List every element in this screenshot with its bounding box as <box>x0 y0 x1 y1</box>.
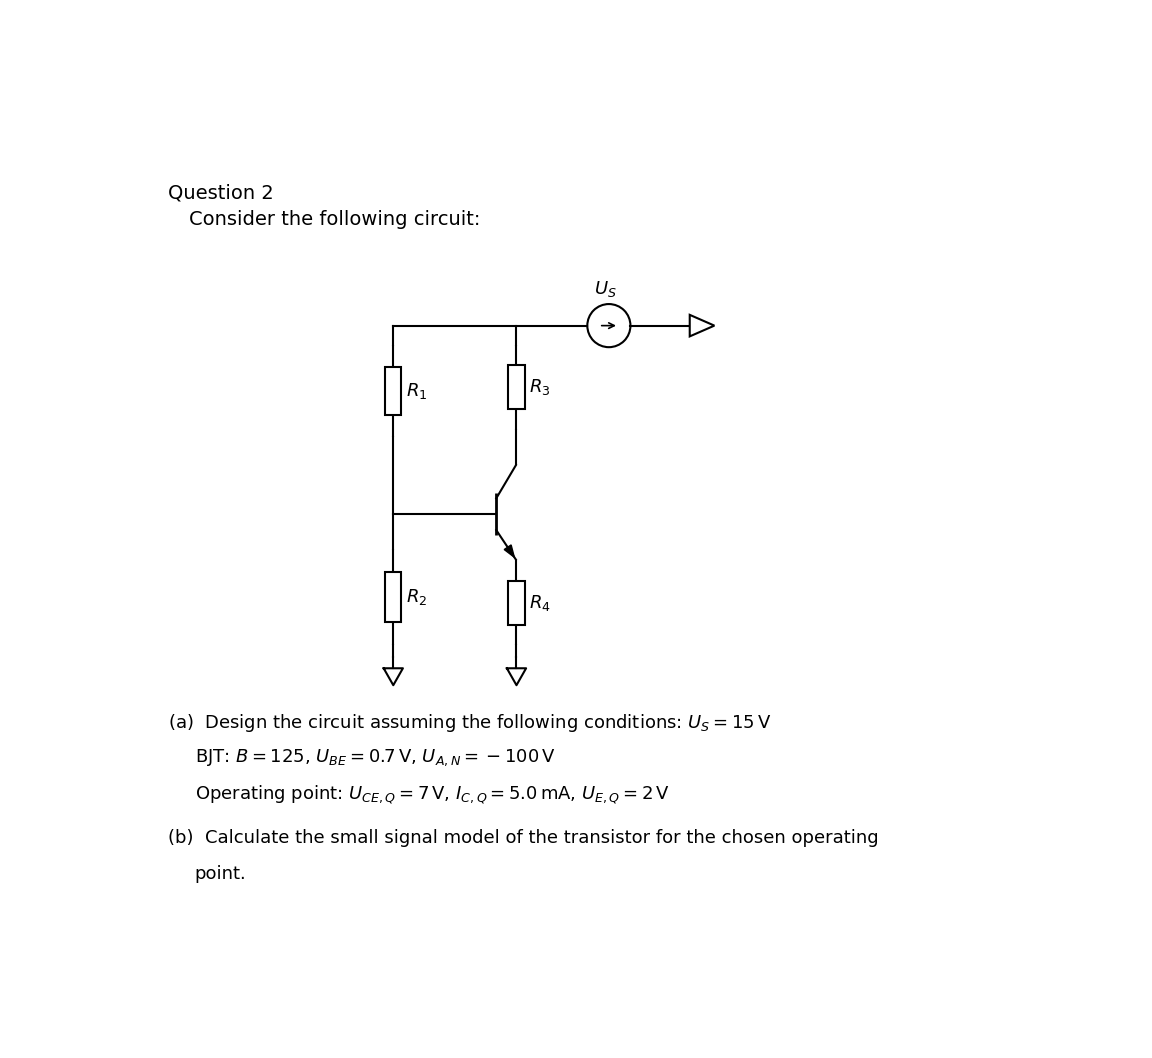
Text: $R_1$: $R_1$ <box>406 381 427 401</box>
Text: $R_3$: $R_3$ <box>529 378 551 397</box>
Text: $R_4$: $R_4$ <box>529 592 551 613</box>
Text: BJT: $B = 125$, $U_{BE} = 0.7\,\mathrm{V}$, $U_{A,N} = -100\,\mathrm{V}$: BJT: $B = 125$, $U_{BE} = 0.7\,\mathrm{V… <box>195 748 555 768</box>
Text: Consider the following circuit:: Consider the following circuit: <box>189 211 480 230</box>
Bar <box>385 572 401 622</box>
Text: point.: point. <box>195 864 247 882</box>
Bar <box>508 581 524 625</box>
Text: $U_S$: $U_S$ <box>594 278 617 298</box>
Polygon shape <box>505 545 514 558</box>
Polygon shape <box>690 315 714 336</box>
Text: (b)  Calculate the small signal model of the transistor for the chosen operating: (b) Calculate the small signal model of … <box>168 829 879 847</box>
Text: Question 2: Question 2 <box>168 183 274 202</box>
Bar <box>508 365 524 409</box>
Text: (a)  Design the circuit assuming the following conditions: $U_S = 15\,\mathrm{V}: (a) Design the circuit assuming the foll… <box>168 712 772 734</box>
Text: $R_2$: $R_2$ <box>406 587 427 607</box>
Text: Operating point: $U_{CE,Q} = 7\,\mathrm{V}$, $I_{C,Q} = 5.0\,\mathrm{mA}$, $U_{E: Operating point: $U_{CE,Q} = 7\,\mathrm{… <box>195 783 669 805</box>
Bar <box>385 367 401 415</box>
